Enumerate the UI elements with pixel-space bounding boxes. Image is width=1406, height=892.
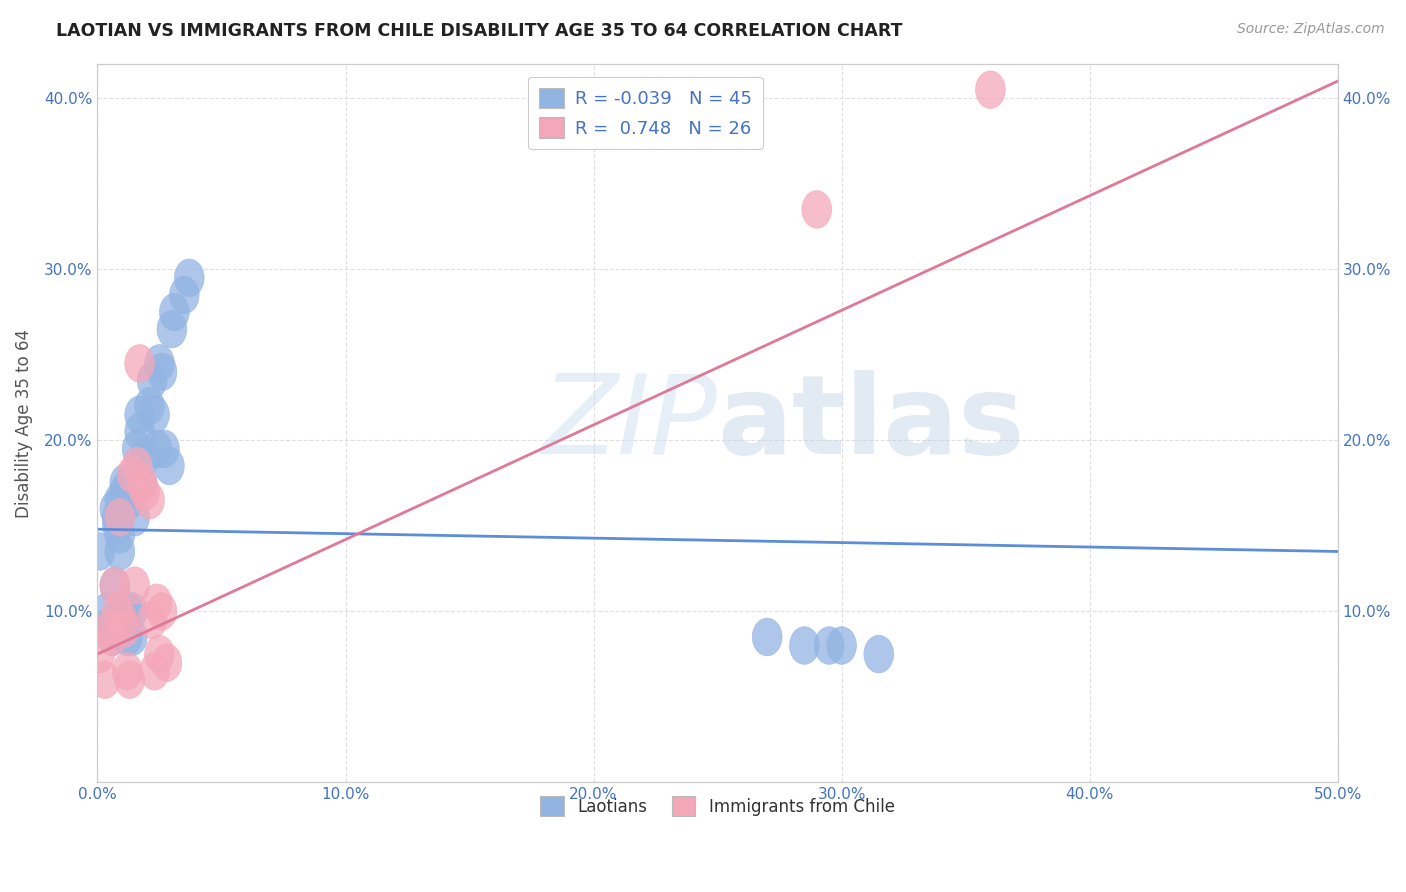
Ellipse shape — [115, 661, 145, 698]
Ellipse shape — [149, 430, 180, 467]
Ellipse shape — [148, 353, 177, 391]
Text: Source: ZipAtlas.com: Source: ZipAtlas.com — [1237, 22, 1385, 37]
Ellipse shape — [139, 652, 169, 690]
Ellipse shape — [97, 618, 127, 656]
Ellipse shape — [138, 361, 167, 400]
Ellipse shape — [142, 584, 172, 622]
Ellipse shape — [122, 447, 152, 484]
Ellipse shape — [86, 635, 115, 673]
Ellipse shape — [107, 592, 138, 630]
Ellipse shape — [117, 456, 148, 493]
Ellipse shape — [93, 609, 122, 648]
Ellipse shape — [112, 652, 142, 690]
Ellipse shape — [90, 661, 120, 698]
Y-axis label: Disability Age 35 to 64: Disability Age 35 to 64 — [15, 329, 32, 517]
Ellipse shape — [103, 499, 132, 536]
Ellipse shape — [135, 482, 165, 519]
Ellipse shape — [103, 592, 132, 630]
Ellipse shape — [120, 499, 149, 536]
Ellipse shape — [112, 592, 142, 630]
Ellipse shape — [157, 310, 187, 348]
Ellipse shape — [174, 259, 204, 297]
Ellipse shape — [110, 473, 139, 510]
Ellipse shape — [93, 592, 122, 630]
Text: ZIP: ZIP — [541, 369, 717, 476]
Ellipse shape — [155, 447, 184, 484]
Ellipse shape — [100, 567, 129, 605]
Ellipse shape — [105, 609, 135, 648]
Ellipse shape — [790, 627, 820, 665]
Ellipse shape — [100, 490, 129, 527]
Ellipse shape — [976, 70, 1005, 109]
Ellipse shape — [148, 592, 177, 630]
Ellipse shape — [105, 482, 135, 519]
Ellipse shape — [127, 464, 157, 502]
Ellipse shape — [152, 644, 181, 681]
Legend: Laotians, Immigrants from Chile: Laotians, Immigrants from Chile — [530, 787, 904, 826]
Text: LAOTIAN VS IMMIGRANTS FROM CHILE DISABILITY AGE 35 TO 64 CORRELATION CHART: LAOTIAN VS IMMIGRANTS FROM CHILE DISABIL… — [56, 22, 903, 40]
Ellipse shape — [105, 533, 135, 570]
Ellipse shape — [127, 464, 157, 502]
Ellipse shape — [115, 464, 145, 502]
Ellipse shape — [110, 609, 139, 648]
Ellipse shape — [145, 344, 174, 382]
Ellipse shape — [125, 396, 155, 434]
Ellipse shape — [863, 635, 894, 673]
Ellipse shape — [827, 627, 856, 665]
Ellipse shape — [112, 618, 142, 656]
Ellipse shape — [125, 344, 155, 382]
Ellipse shape — [100, 567, 129, 605]
Ellipse shape — [814, 627, 844, 665]
Ellipse shape — [103, 507, 132, 545]
Ellipse shape — [125, 413, 155, 450]
Ellipse shape — [139, 396, 169, 434]
Ellipse shape — [129, 473, 159, 510]
Ellipse shape — [752, 618, 782, 656]
Ellipse shape — [117, 592, 148, 630]
Ellipse shape — [135, 387, 165, 425]
Ellipse shape — [169, 277, 200, 314]
Text: atlas: atlas — [717, 369, 1025, 476]
Ellipse shape — [159, 293, 190, 331]
Ellipse shape — [115, 482, 145, 519]
Ellipse shape — [96, 609, 125, 648]
Ellipse shape — [86, 533, 115, 570]
Ellipse shape — [110, 464, 139, 502]
Ellipse shape — [117, 618, 148, 656]
Ellipse shape — [107, 601, 138, 639]
Ellipse shape — [145, 635, 174, 673]
Ellipse shape — [142, 430, 172, 467]
Ellipse shape — [122, 430, 152, 467]
Ellipse shape — [120, 567, 149, 605]
Ellipse shape — [138, 601, 167, 639]
Ellipse shape — [129, 439, 159, 476]
Ellipse shape — [97, 618, 127, 656]
Ellipse shape — [105, 516, 135, 553]
Ellipse shape — [801, 191, 832, 228]
Ellipse shape — [105, 499, 135, 536]
Ellipse shape — [107, 609, 138, 648]
